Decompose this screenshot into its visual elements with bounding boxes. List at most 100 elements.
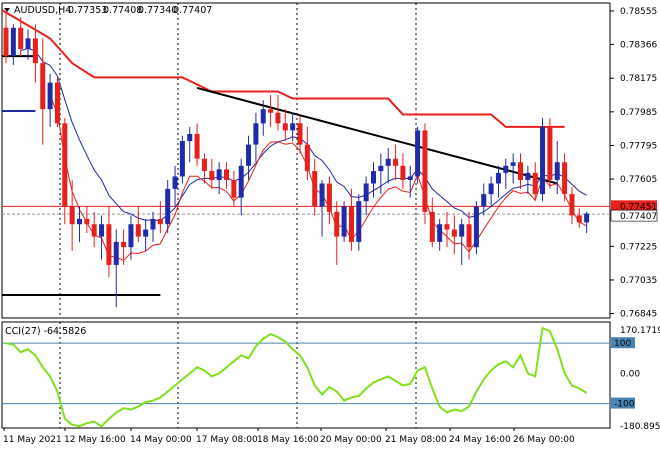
candle-body[interactable] bbox=[400, 165, 406, 180]
candle-body[interactable] bbox=[415, 130, 421, 177]
candle-body[interactable] bbox=[179, 141, 185, 177]
candle-body[interactable] bbox=[297, 123, 303, 145]
time-axis-label: 14 May 00:00 bbox=[130, 435, 192, 445]
overlay-layer bbox=[1, 9, 610, 296]
symbol-dropdown-icon[interactable] bbox=[4, 8, 10, 12]
candle-body[interactable] bbox=[224, 169, 229, 180]
candle-layer[interactable] bbox=[3, 11, 590, 308]
candle-body[interactable] bbox=[584, 213, 590, 223]
candle-body[interactable] bbox=[356, 201, 362, 242]
cci-axis-label: 170.1719 bbox=[620, 326, 660, 336]
candle-body[interactable] bbox=[363, 183, 369, 202]
candle-body[interactable] bbox=[143, 229, 149, 237]
candle-body[interactable] bbox=[532, 172, 538, 195]
price-axis-label: 0.78366 bbox=[620, 40, 657, 50]
price-tag-red-text: 0.77451 bbox=[620, 202, 657, 212]
candle-body[interactable] bbox=[429, 211, 435, 242]
candle-body[interactable] bbox=[231, 179, 237, 198]
candle-body[interactable] bbox=[466, 224, 472, 248]
candle-body[interactable] bbox=[260, 109, 266, 124]
candle-body[interactable] bbox=[84, 218, 90, 225]
candle-body[interactable] bbox=[106, 224, 112, 265]
candle-body[interactable] bbox=[334, 211, 340, 237]
candle-body[interactable] bbox=[268, 109, 274, 113]
candle-body[interactable] bbox=[554, 162, 560, 180]
candle-body[interactable] bbox=[319, 183, 325, 207]
candle-body[interactable] bbox=[569, 194, 575, 216]
candle-body[interactable] bbox=[459, 224, 465, 237]
descending-trendline bbox=[196, 86, 558, 185]
candle-body[interactable] bbox=[128, 224, 134, 248]
candle-body[interactable] bbox=[385, 158, 391, 166]
candle-body[interactable] bbox=[444, 224, 450, 230]
candle-body[interactable] bbox=[18, 27, 24, 50]
candle-body[interactable] bbox=[341, 206, 347, 237]
candle-body[interactable] bbox=[62, 123, 68, 207]
candle-body[interactable] bbox=[40, 63, 46, 110]
candle-body[interactable] bbox=[209, 171, 215, 180]
candle-body[interactable] bbox=[540, 126, 546, 195]
candle-body[interactable] bbox=[378, 165, 384, 172]
candle-body[interactable] bbox=[576, 215, 582, 223]
candle-body[interactable] bbox=[473, 206, 479, 248]
price-axis-label: 0.78555 bbox=[620, 7, 657, 17]
candle-body[interactable] bbox=[113, 241, 119, 265]
candle-body[interactable] bbox=[290, 123, 296, 131]
candle-body[interactable] bbox=[518, 162, 523, 180]
candle-body[interactable] bbox=[393, 158, 399, 166]
candle-body[interactable] bbox=[54, 82, 60, 124]
candle-body[interactable] bbox=[371, 171, 376, 184]
candle-body[interactable] bbox=[121, 241, 127, 248]
axis-layer: 0.78555 0.78366 0.78175 0.77985 0.77795 0.776… bbox=[3, 7, 660, 445]
candle-body[interactable] bbox=[510, 162, 516, 166]
candle-body[interactable] bbox=[547, 126, 553, 180]
time-axis-label: 26 May 00:00 bbox=[513, 435, 575, 445]
candle-body[interactable] bbox=[525, 172, 531, 180]
candle-body[interactable] bbox=[562, 162, 568, 195]
candle-body[interactable] bbox=[238, 165, 244, 198]
candle-body[interactable] bbox=[275, 112, 281, 124]
moving-average-blue bbox=[20, 47, 587, 222]
candle-body[interactable] bbox=[47, 82, 53, 110]
grid-layer bbox=[1, 2, 611, 429]
candle-body[interactable] bbox=[99, 224, 105, 237]
candle-body[interactable] bbox=[488, 183, 494, 195]
candle-body[interactable] bbox=[246, 144, 252, 166]
candle-body[interactable] bbox=[165, 188, 171, 225]
candle-body[interactable] bbox=[77, 218, 82, 225]
candle-body[interactable] bbox=[187, 133, 193, 142]
candle-body[interactable] bbox=[10, 27, 16, 57]
candle-body[interactable] bbox=[451, 229, 457, 237]
price-axis-label: 0.77795 bbox=[620, 141, 657, 151]
candle-body[interactable] bbox=[150, 218, 156, 230]
candle-body[interactable] bbox=[503, 165, 509, 173]
candle-body[interactable] bbox=[422, 130, 428, 212]
candle-body[interactable] bbox=[495, 172, 501, 184]
candle-body[interactable] bbox=[135, 224, 141, 237]
candle-body[interactable] bbox=[312, 171, 318, 207]
candle-body[interactable] bbox=[216, 169, 222, 180]
candle-body[interactable] bbox=[69, 206, 75, 225]
candle-body[interactable] bbox=[304, 144, 310, 172]
candle-body[interactable] bbox=[201, 158, 207, 172]
candle-body[interactable] bbox=[172, 176, 178, 189]
candle-body[interactable] bbox=[194, 133, 200, 159]
candle-body[interactable] bbox=[326, 183, 332, 212]
candle-body[interactable] bbox=[3, 27, 9, 57]
candle-body[interactable] bbox=[407, 176, 413, 180]
open-value: 0.77353 bbox=[68, 5, 107, 16]
candle-body[interactable] bbox=[32, 38, 38, 64]
candle-body[interactable] bbox=[91, 224, 97, 237]
candle-body[interactable] bbox=[348, 206, 354, 242]
candle-body[interactable] bbox=[282, 123, 288, 131]
price-axis-label: 0.77225 bbox=[620, 242, 657, 252]
time-axis-label: 17 May 08:00 bbox=[196, 435, 258, 445]
candle-body[interactable] bbox=[437, 224, 443, 242]
candle-body[interactable] bbox=[25, 38, 31, 50]
candle-body[interactable] bbox=[481, 194, 487, 207]
candle-body[interactable] bbox=[253, 123, 259, 145]
time-axis-label: 11 May 2021 bbox=[3, 435, 62, 445]
candle-body[interactable] bbox=[157, 218, 163, 225]
